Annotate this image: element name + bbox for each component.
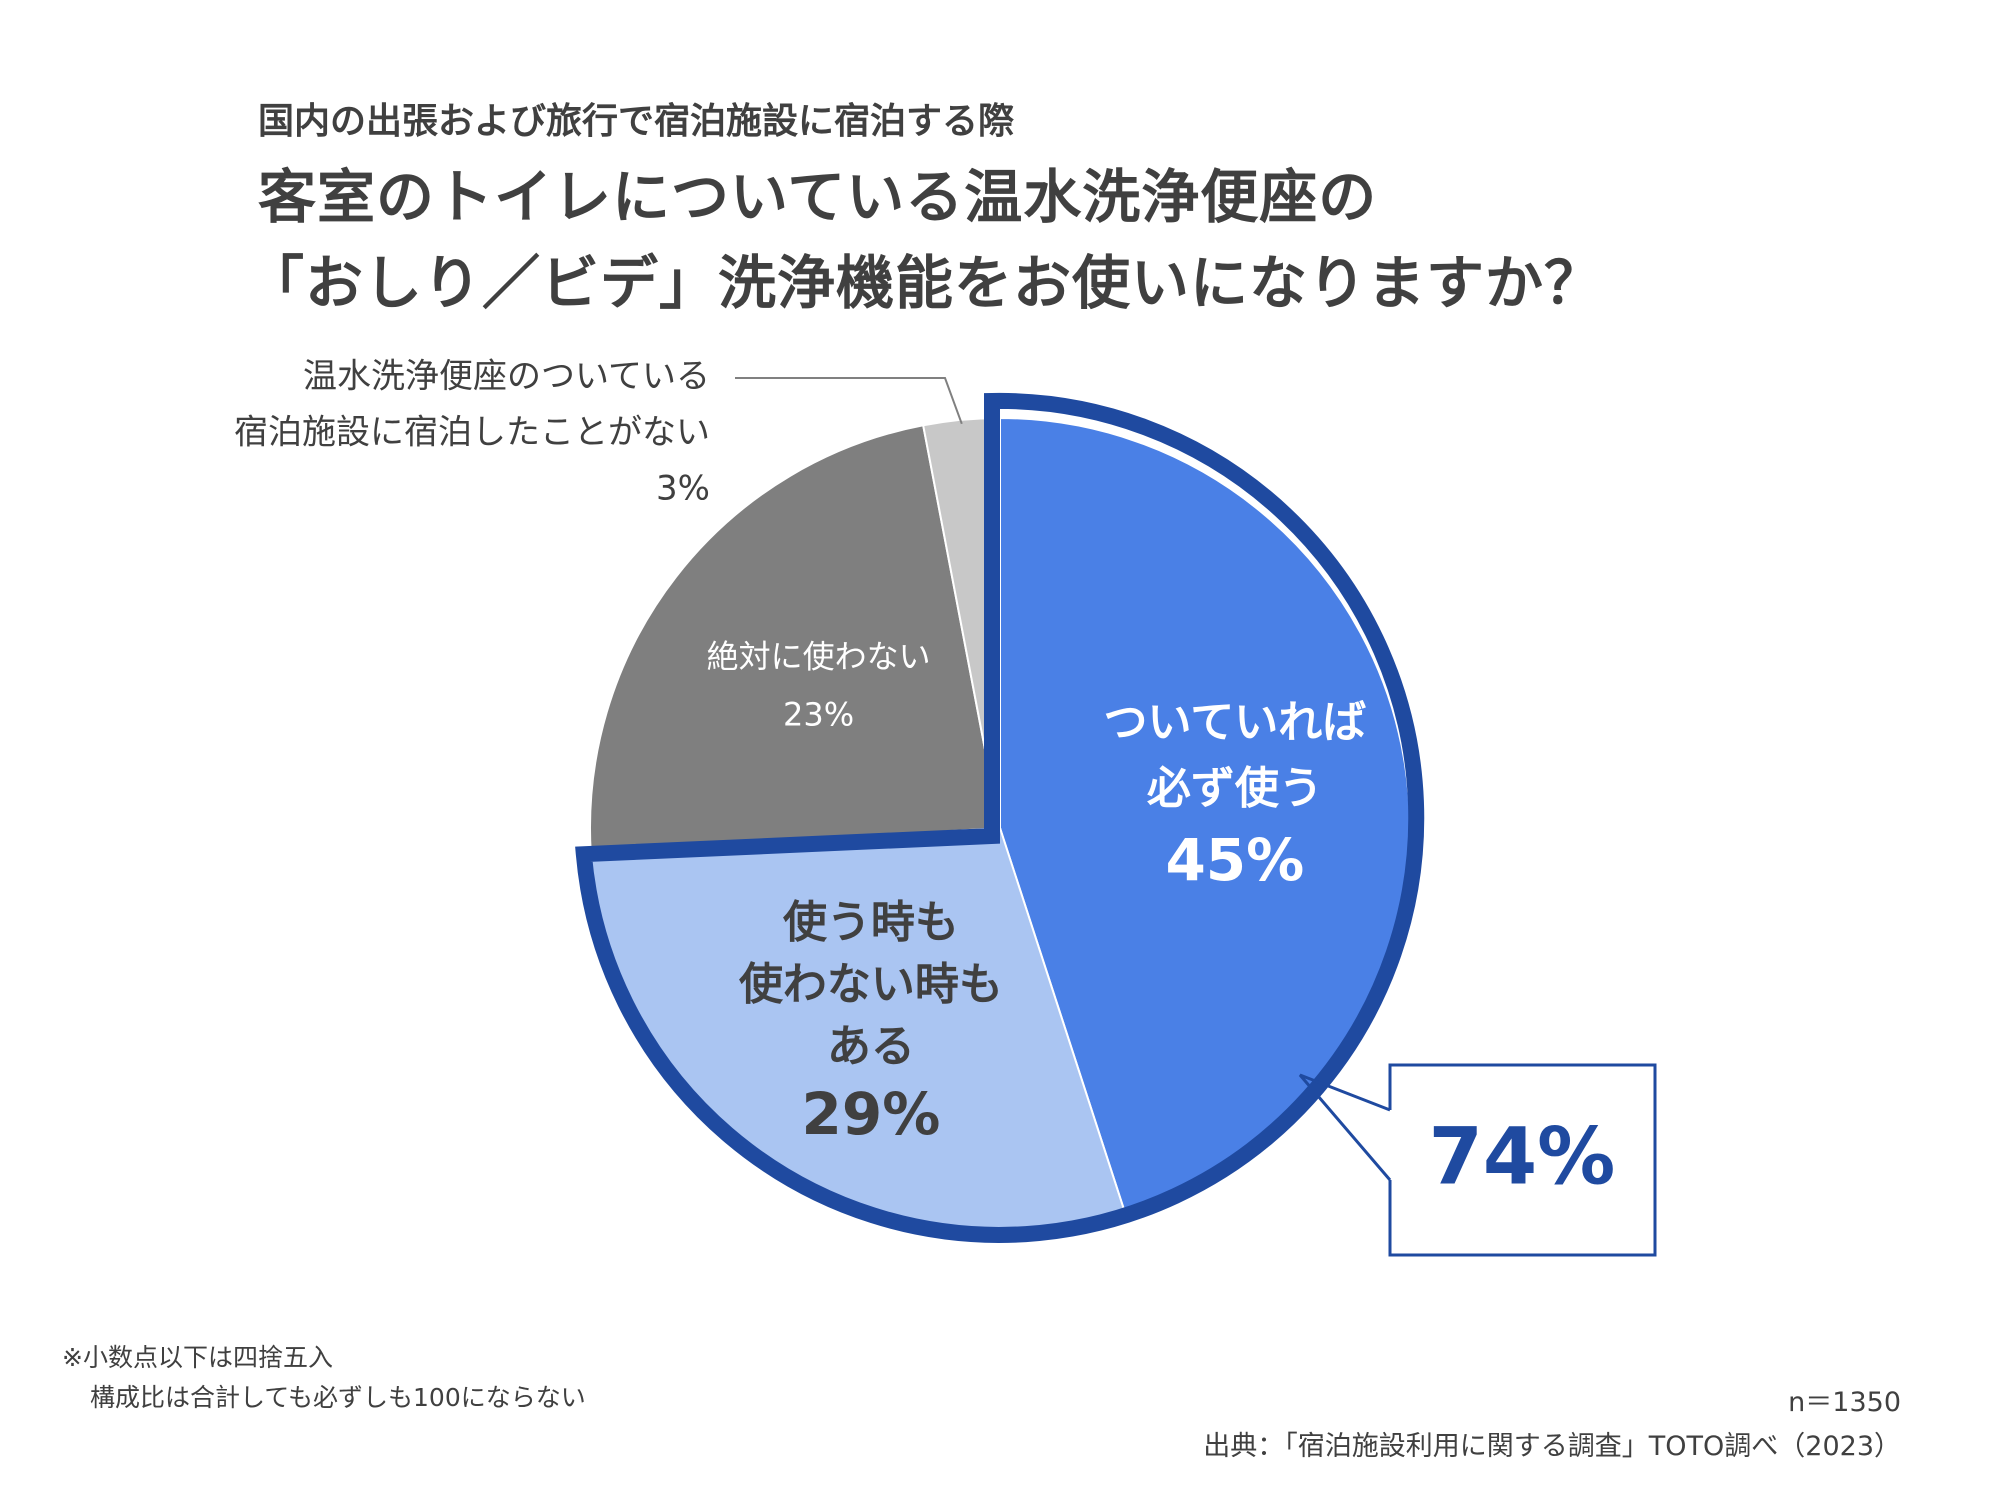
- leader-line: [735, 377, 963, 425]
- slice-value-label: 3%: [656, 469, 710, 509]
- pie-slice: [589, 424, 1002, 855]
- rounding-note: ※小数点以下は四捨五入: [62, 1343, 333, 1372]
- slice-label: 使わない時も: [739, 959, 1003, 1010]
- slice-value-label: 45%: [1165, 826, 1304, 894]
- source-citation: 出典：「宿泊施設利用に関する調査」TOTO調べ（2023）: [1203, 1431, 1901, 1462]
- chart-title-line-2: 「おしり／ビデ」洗浄機能をお使いになりますか？: [246, 249, 1604, 317]
- highlight-border: [575, 392, 1425, 1243]
- rounding-note-detail: 構成比は合計しても必ずしも100にならない: [90, 1383, 586, 1412]
- total-value-label: 74%: [1429, 1112, 1616, 1202]
- slice-label: ある: [827, 1021, 915, 1072]
- pie-slices: [589, 416, 1411, 1239]
- slice-label: 使う時も: [783, 897, 959, 948]
- slice-value-label: 23%: [783, 695, 854, 733]
- callout-pointer: [1298, 1073, 1392, 1181]
- callout-box: [1388, 1063, 1657, 1257]
- slice-label: 絶対に使わない: [707, 637, 931, 675]
- sample-size: n＝1350: [1788, 1387, 1901, 1418]
- highlight-outline: [575, 392, 1425, 1243]
- slice-value-label: 29%: [802, 1080, 941, 1148]
- chart-subtitle: 国内の出張および旅行で宿泊施設に宿泊する際: [258, 101, 1015, 142]
- total-callout: 74%: [1298, 1063, 1657, 1257]
- slice-label: 宿泊施設に宿泊したことがない: [234, 413, 710, 453]
- slice-label: 温水洗浄便座のついている: [303, 357, 710, 397]
- chart-title-line-1: 客室のトイレについている温水洗浄便座の: [258, 163, 1378, 231]
- callout-fill: [1345, 1065, 1655, 1255]
- slice-label: 必ず使う: [1147, 763, 1323, 814]
- slice-label: ついていれば: [1104, 697, 1367, 748]
